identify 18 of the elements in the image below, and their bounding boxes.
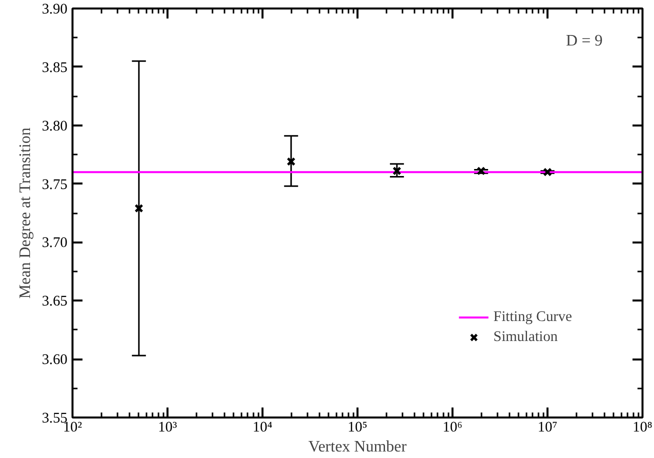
x-tick-label: 10⁴ xyxy=(252,420,272,436)
y-tick-label: 3.80 xyxy=(42,118,68,134)
y-tick-label: 3.65 xyxy=(42,294,68,310)
x-tick-label: 10⁷ xyxy=(538,420,558,436)
x-tick-label: 10³ xyxy=(158,420,178,436)
y-tick-label: 3.60 xyxy=(42,352,68,368)
y-axis-title: Mean Degree at Transition xyxy=(16,128,34,299)
y-tick-label: 3.90 xyxy=(42,2,68,18)
y-tick-label: 3.85 xyxy=(42,60,68,76)
y-tick-label: 3.75 xyxy=(42,176,68,193)
y-tick-label: 3.70 xyxy=(42,235,68,252)
legend-label: Simulation xyxy=(493,328,558,346)
x-tick-label: 10⁶ xyxy=(442,420,462,436)
x-tick-label: 10⁵ xyxy=(348,420,368,436)
annotation: D = 9 xyxy=(566,32,603,50)
x-tick-label: 10⁸ xyxy=(632,420,652,436)
x-axis-title: Vertex Number xyxy=(308,438,408,456)
legend-label: Fitting Curve xyxy=(493,308,572,326)
